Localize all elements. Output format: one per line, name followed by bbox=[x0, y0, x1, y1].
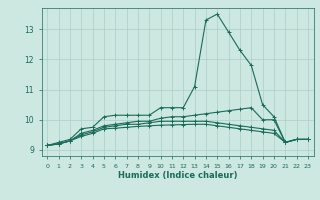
X-axis label: Humidex (Indice chaleur): Humidex (Indice chaleur) bbox=[118, 171, 237, 180]
